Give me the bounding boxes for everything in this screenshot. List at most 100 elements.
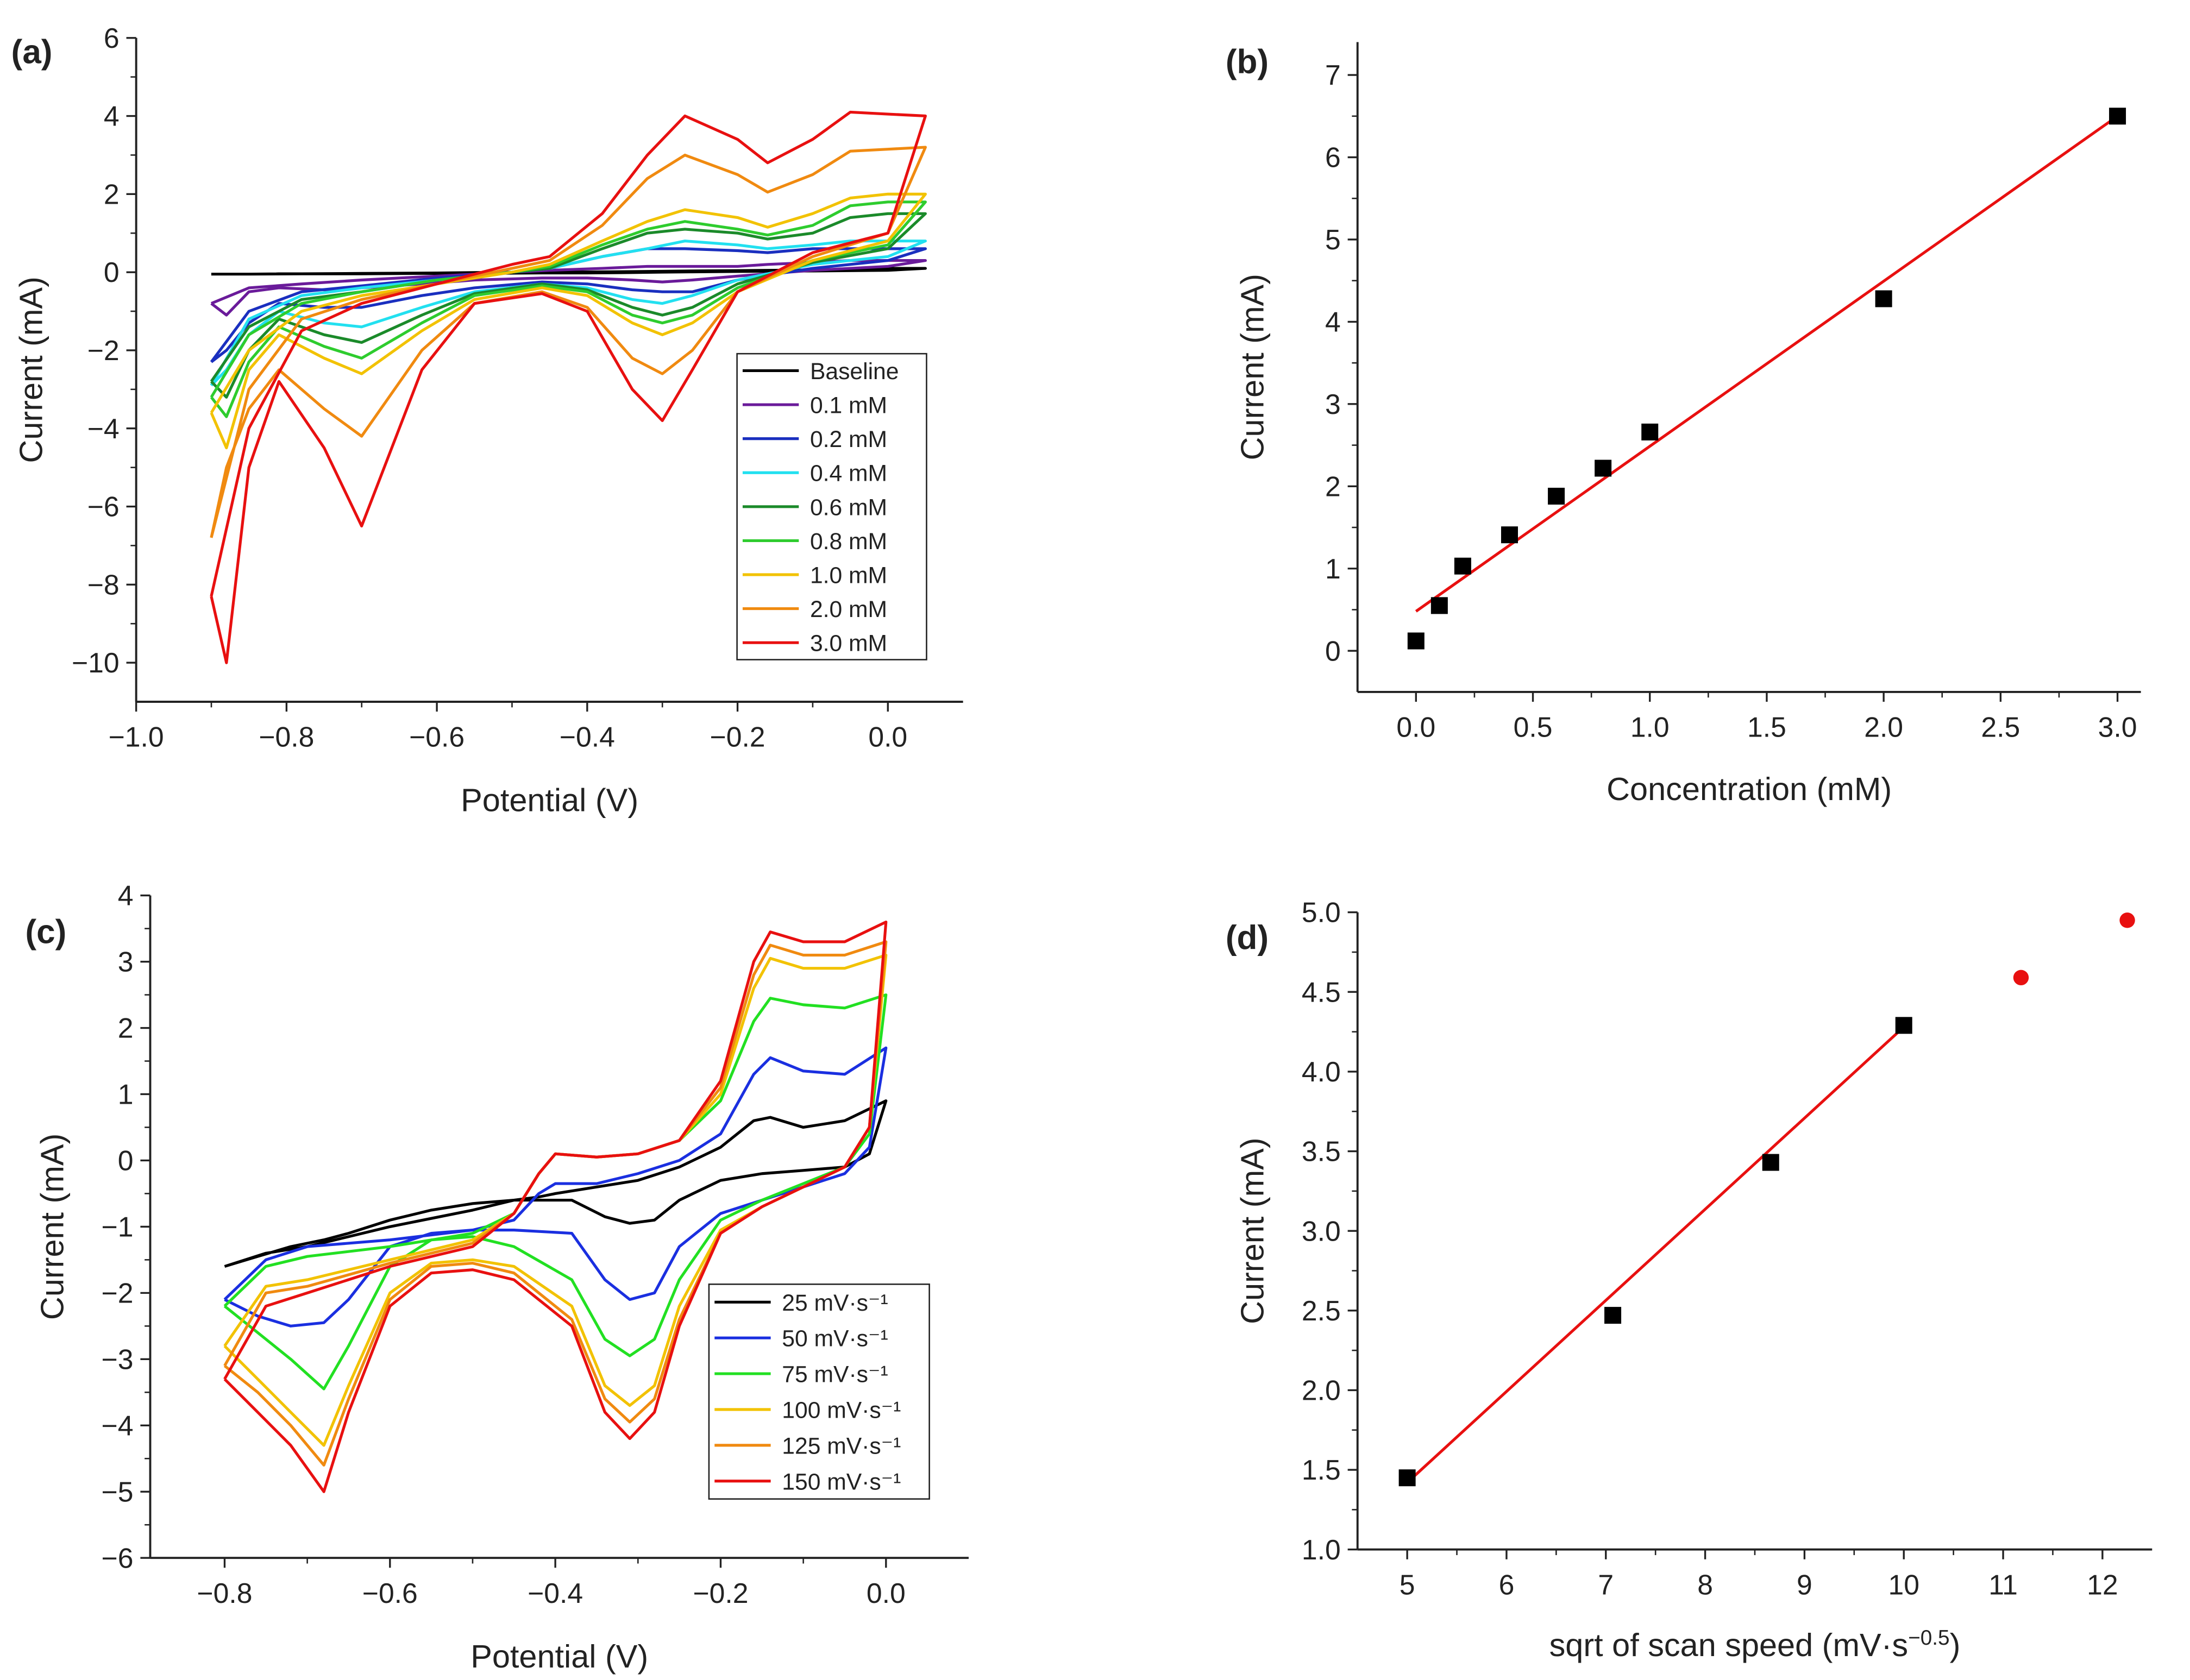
x-axis-label: Potential (V): [461, 782, 638, 819]
x-tick-label: 0.0: [1396, 712, 1435, 743]
data-point: [1407, 632, 1425, 650]
y-tick-label: −1: [102, 1211, 134, 1243]
y-tick-label: 4: [118, 880, 134, 911]
legend-label: 0.2 mM: [810, 426, 887, 452]
x-tick-label: 1.5: [1747, 712, 1786, 743]
x-tick-label: 7: [1598, 1569, 1614, 1600]
x-tick-label: −0.2: [710, 721, 765, 753]
y-tick-label: 7: [1325, 59, 1341, 91]
panel-label: (b): [1226, 43, 1269, 80]
legend-label: 2.0 mM: [810, 596, 887, 622]
x-tick-label: 10: [1888, 1569, 1919, 1600]
y-tick-label: −4: [87, 413, 120, 444]
x-tick-label: −1.0: [109, 721, 164, 753]
panel-a: (a) −1.0 −0.8 −0.6 −0.4 −0.2 0.0 6 4 2 0 −2 −4 −6 −8 −1…: [11, 22, 963, 819]
series-line: [210, 192, 927, 450]
y-tick-label: −4: [102, 1410, 134, 1441]
x-axis-label-end: ): [1950, 1627, 1961, 1663]
y-tick-label: 2: [1325, 470, 1341, 502]
y-tick-label: 0: [118, 1145, 134, 1176]
panel-label: (d): [1226, 919, 1269, 957]
legend-label: 0.8 mM: [810, 528, 887, 555]
y-tick-label: 3.0: [1302, 1215, 1341, 1247]
x-tick-label: −0.4: [528, 1577, 583, 1609]
x-tick-label: −0.2: [693, 1577, 748, 1609]
data-point: [1875, 290, 1892, 307]
x-tick-label: 5: [1400, 1569, 1415, 1600]
x-tick-label: 6: [1499, 1569, 1515, 1600]
data-point: [1641, 423, 1659, 441]
x-tick-label: 1.0: [1630, 712, 1670, 743]
y-tick-label: 6: [104, 22, 120, 54]
y-tick-label: 0: [104, 256, 120, 288]
y-tick-label: 1.5: [1302, 1454, 1341, 1486]
y-tick-label: −8: [87, 569, 120, 600]
x-tick-label: −0.6: [362, 1577, 418, 1609]
series-line: [210, 146, 927, 538]
y-tick-label: 4.5: [1302, 976, 1341, 1008]
data-point: [1430, 597, 1448, 614]
y-tick-label: 5.0: [1302, 897, 1341, 928]
legend-label: 0.6 mM: [810, 494, 887, 520]
x-tick-label: 12: [2087, 1569, 2118, 1600]
legend-label: 100 mV·s⁻¹: [782, 1397, 901, 1423]
data-point: [1595, 460, 1612, 477]
y-axis-label: Current (mA): [1234, 1137, 1271, 1324]
y-tick-label: 1: [1325, 553, 1341, 584]
series-line: [223, 920, 888, 1493]
fit-line: [1406, 1025, 1905, 1484]
y-axis-label: Current (mA): [34, 1134, 70, 1320]
legend-label: 1.0 mM: [810, 563, 887, 589]
y-tick-label: 4.0: [1302, 1056, 1341, 1087]
legend-label: 25 mV·s⁻¹: [782, 1290, 888, 1316]
x-tick-label: 2.5: [1981, 712, 2020, 743]
y-axis-label: Current (mA): [13, 276, 49, 463]
data-point: [1895, 1017, 1912, 1034]
x-tick-label: −0.4: [560, 721, 615, 753]
x-tick-label: 3.0: [2098, 712, 2137, 743]
y-tick-label: 2: [104, 178, 120, 210]
y-tick-label: 1: [118, 1079, 134, 1110]
data-point: [1762, 1154, 1779, 1171]
y-tick-label: −2: [87, 335, 120, 366]
y-tick-label: −3: [102, 1343, 134, 1375]
y-tick-label: 4: [1325, 306, 1341, 338]
y-tick-label: −5: [102, 1476, 134, 1507]
x-tick-label: 0.0: [867, 1577, 906, 1609]
x-tick-label: 8: [1697, 1569, 1713, 1600]
legend: 25 mV·s⁻¹ 50 mV·s⁻¹ 75 mV·s⁻¹ 100 mV·s⁻¹ 125…: [708, 1283, 930, 1500]
legend: Baseline 0.1 mM 0.2 mM 0.4 mM 0.6 mM 0.8 mM 1.…: [736, 353, 927, 660]
x-axis-label: Concentration (mM): [1607, 771, 1892, 807]
panel-c: (c) −0.8 −0.6 −0.4 −0.2 0.0 4 3 2 1 0 −1 −2 −3 −4 −5 −6 C…: [26, 880, 969, 1675]
data-point: [1548, 487, 1565, 505]
x-tick-label: −0.8: [259, 721, 314, 753]
legend-label: 3.0 mM: [810, 631, 887, 657]
y-tick-label: 2: [118, 1012, 134, 1044]
legend-label: 50 mV·s⁻¹: [782, 1326, 888, 1352]
x-tick-label: 0.0: [868, 721, 907, 753]
legend-label: 0.1 mM: [810, 393, 887, 419]
y-tick-label: 2.0: [1302, 1375, 1341, 1406]
y-tick-label: −10: [72, 647, 120, 678]
legend-label: 75 mV·s⁻¹: [782, 1362, 888, 1388]
series-line: [223, 1046, 888, 1327]
series-line: [210, 110, 927, 664]
legend-label: 125 mV·s⁻¹: [782, 1433, 901, 1459]
x-axis-label-superscript: −0.5: [1908, 1626, 1950, 1650]
y-tick-label: 3: [118, 946, 134, 978]
x-tick-label: 0.5: [1514, 712, 1553, 743]
x-axis-label: sqrt of scan speed (mV·s−0.5): [1549, 1626, 1961, 1664]
panel-b: (b) 0.0 0.5 1.0 1.5 2.0 2.5 3.0 0 1 2 3 4 5 6 7 Current …: [1226, 42, 2141, 807]
panel-label: (a): [11, 33, 53, 71]
y-axis-label: Current (mA): [1234, 274, 1271, 460]
legend-label: Baseline: [810, 358, 899, 385]
x-tick-label: 11: [1988, 1569, 2018, 1600]
data-point: [1604, 1307, 1622, 1324]
panel-label: (c): [26, 913, 67, 951]
y-tick-label: −6: [102, 1542, 134, 1574]
legend-label: 0.4 mM: [810, 461, 887, 487]
data-point: [1501, 526, 1518, 544]
y-tick-label: 6: [1325, 142, 1341, 173]
